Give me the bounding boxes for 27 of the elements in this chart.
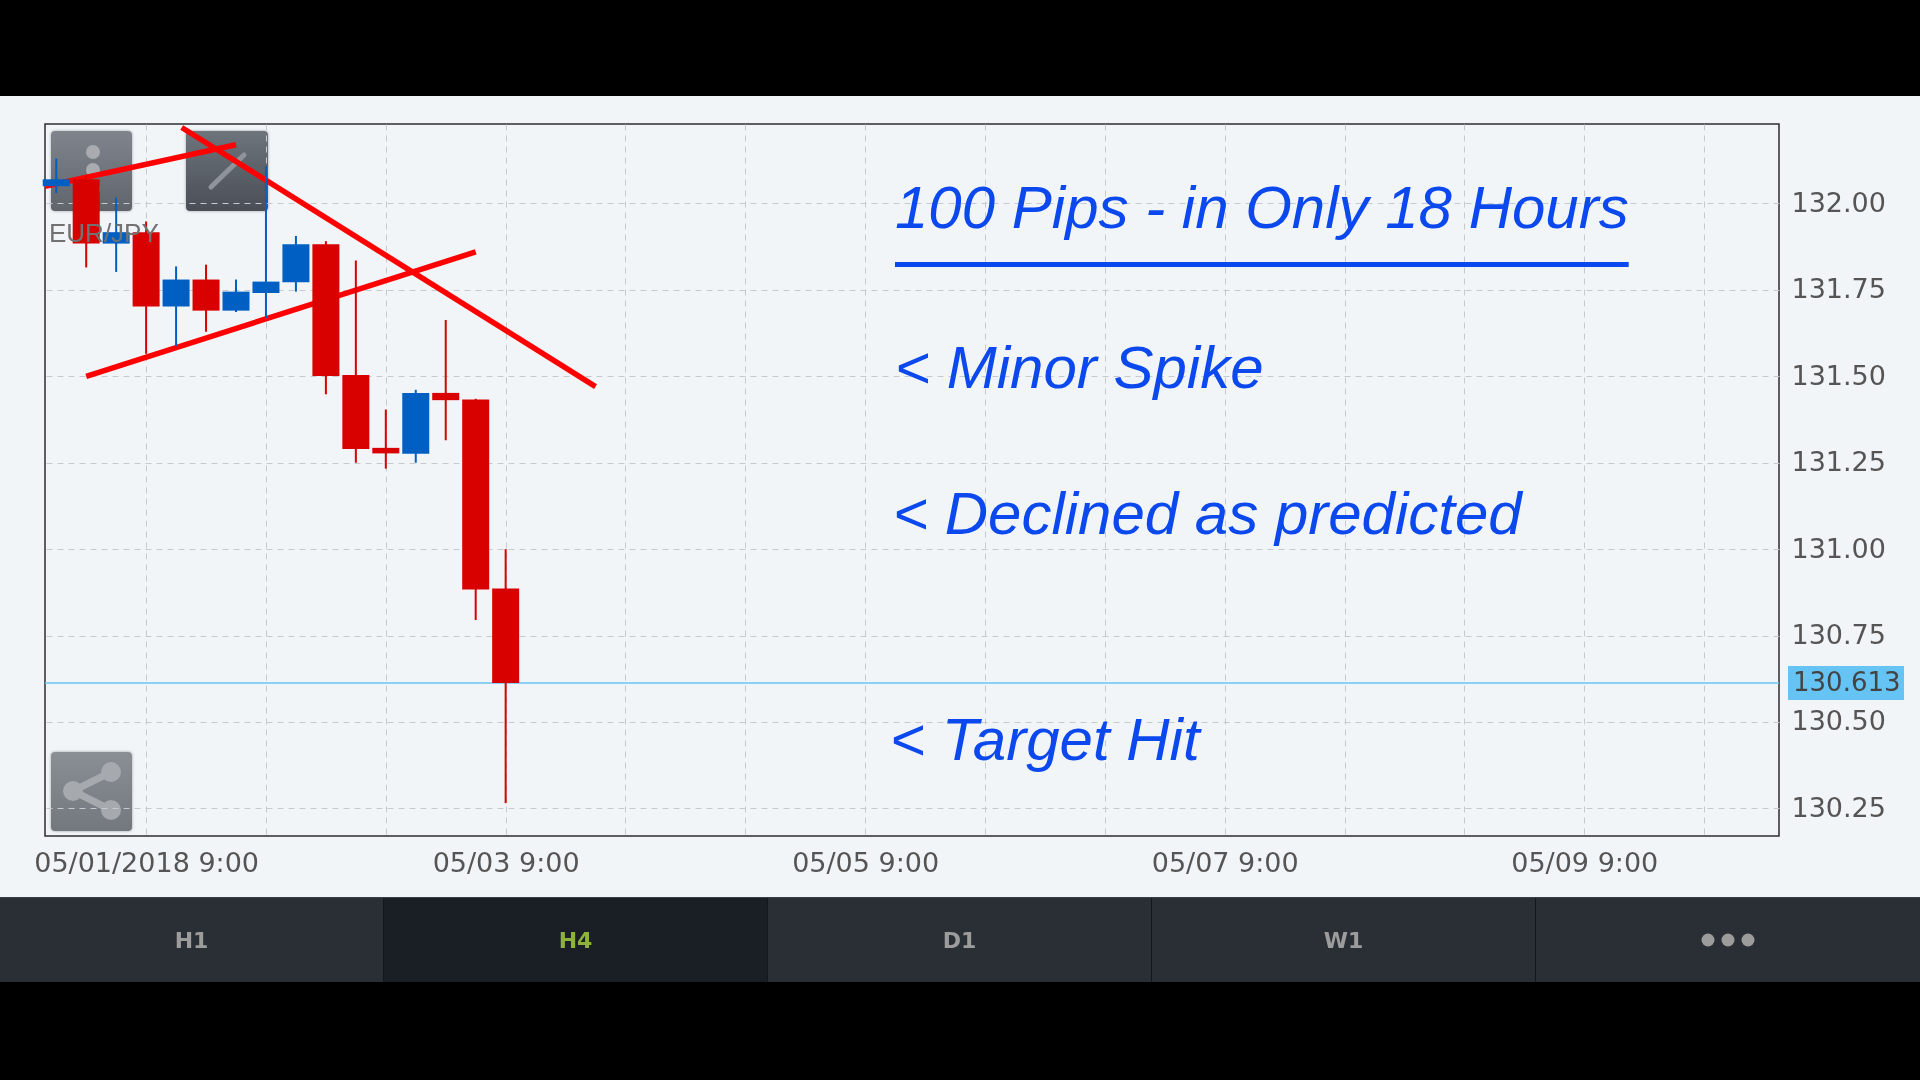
candlestick [372, 408, 400, 470]
text: H1 [0, 898, 384, 982]
text: H4 [384, 898, 768, 982]
annotation: < Target Hit [890, 706, 1200, 773]
y-tick-label: 131.50 [1791, 359, 1886, 391]
candlestick [252, 165, 280, 320]
y-tick-label: 130.25 [1791, 791, 1886, 823]
annotation: < Minor Spike [895, 334, 1264, 401]
y-tick-label: 131.25 [1791, 446, 1886, 478]
text: EUR/JPY [49, 218, 159, 248]
candlestick [432, 318, 460, 442]
y-tick-label: 131.75 [1791, 273, 1886, 305]
annotation: 100 Pips - in Only 18 Hours [895, 174, 1629, 241]
text: W1 [1152, 898, 1536, 982]
x-tick-label: 05/07 9:00 [1151, 846, 1299, 878]
text: D1 [768, 898, 1152, 982]
y-tick-label: 132.00 [1791, 187, 1886, 218]
annotation: < Declined as predicted [893, 480, 1522, 547]
x-tick-label: 05/01/2018 9:00 [34, 846, 260, 878]
x-tick-label: 05/03 9:00 [432, 846, 580, 878]
y-tick-label: 131.00 [1791, 532, 1886, 564]
ref-line-label: 130.613 [1793, 666, 1901, 697]
y-tick-label: 130.75 [1791, 619, 1886, 651]
x-tick-label: 05/09 9:00 [1511, 846, 1659, 878]
y-tick-label: 130.50 [1791, 705, 1886, 737]
x-tick-label: 05/05 9:00 [792, 846, 940, 878]
candlestick [42, 157, 70, 195]
